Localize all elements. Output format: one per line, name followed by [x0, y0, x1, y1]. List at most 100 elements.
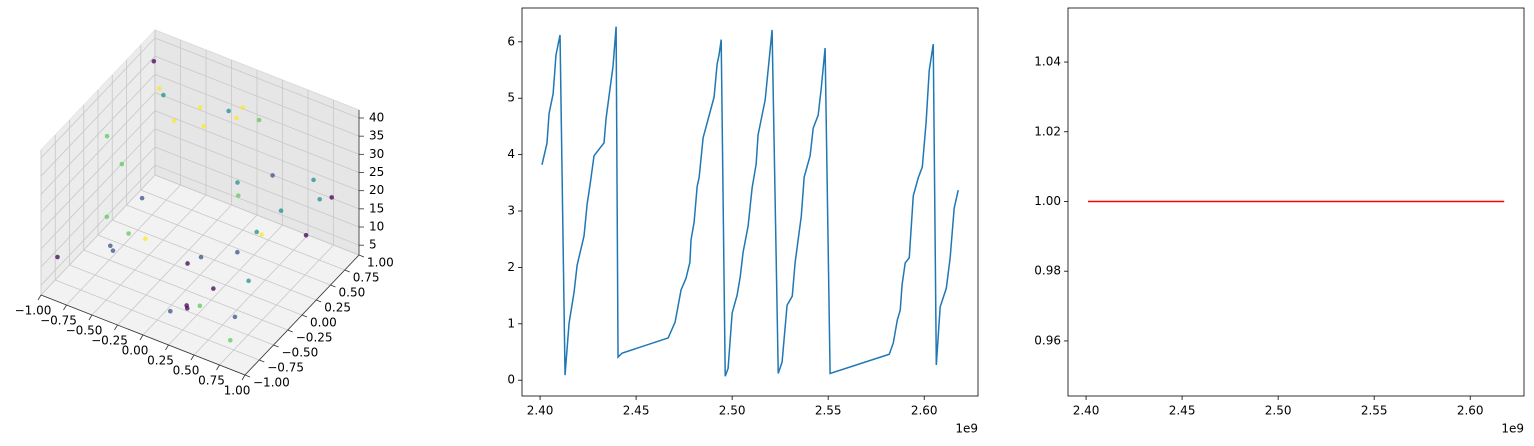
x-tick [114, 324, 118, 331]
y-tick [244, 374, 251, 378]
y-tick-label: 0.98 [1034, 264, 1061, 278]
point [270, 173, 275, 178]
y-tick [301, 314, 308, 318]
grid-line [154, 128, 360, 210]
y-tick [344, 269, 350, 273]
point [198, 254, 204, 260]
z-tick-label: 5 [369, 238, 377, 252]
x-tick-label: 2.50 [719, 404, 746, 418]
point [234, 115, 239, 121]
grid-line [69, 264, 274, 346]
y-tick-label: 1.02 [1034, 124, 1061, 138]
y-tick-label: 0 [507, 373, 515, 387]
x-offset-label: 1e9 [1501, 422, 1524, 436]
grid-line [112, 219, 317, 301]
grid-line [154, 110, 360, 192]
x-offset-label: 1e9 [955, 422, 978, 436]
point [329, 195, 335, 200]
grid-line [83, 249, 288, 331]
z-tick-label: 10 [369, 220, 384, 234]
point [311, 177, 316, 183]
y-tick-label: 3 [507, 204, 515, 218]
x-tick-label: −0.75 [40, 314, 77, 328]
point [143, 236, 148, 241]
point [235, 249, 240, 255]
y-tick [287, 329, 293, 333]
point [201, 124, 206, 129]
point [171, 118, 177, 124]
point [228, 337, 233, 343]
y-tick-label: −1.00 [253, 376, 290, 390]
x-tick-label: −1.00 [15, 304, 52, 318]
x-tick-label: 0.50 [173, 364, 200, 378]
x-tick-label: 0.75 [198, 374, 225, 388]
x-tick-label: −0.25 [91, 334, 128, 348]
x-tick-label: 2.40 [1073, 404, 1100, 418]
y-tick-label: −0.50 [282, 346, 319, 360]
point [184, 306, 190, 311]
grid-line [154, 174, 360, 256]
axes-frame [521, 7, 979, 397]
point [151, 58, 157, 64]
point [226, 108, 231, 114]
x-tick-label: 2.40 [527, 404, 554, 418]
point [278, 208, 284, 214]
point [235, 193, 241, 198]
y-tick-label: 1 [507, 316, 515, 330]
z-tick-label: 20 [369, 183, 384, 197]
point [259, 232, 264, 237]
z-tick-label: 30 [369, 147, 384, 161]
point [104, 133, 110, 139]
x-tick [190, 354, 195, 361]
x-tick-label: 2.60 [1457, 404, 1484, 418]
y-tick-label: 2 [507, 260, 515, 274]
axes-frame [1067, 7, 1525, 397]
x-tick [88, 314, 93, 321]
grid-line [154, 92, 360, 173]
y-tick-label: 4 [507, 147, 515, 161]
x-tick [63, 304, 67, 311]
grid-line [40, 37, 156, 159]
y-tick-label: 5 [507, 91, 515, 105]
point [235, 180, 240, 185]
point [232, 314, 238, 320]
y-tick [273, 344, 279, 348]
x-tick [241, 374, 246, 381]
y-tick-label: 0.00 [310, 316, 337, 330]
grid-line [40, 74, 156, 195]
point [110, 248, 116, 253]
grid-line [154, 55, 360, 137]
point [303, 233, 309, 238]
y-tick [259, 359, 265, 363]
grid-line [40, 110, 156, 231]
z-tick-label: 15 [369, 201, 384, 215]
point [256, 117, 262, 123]
point [246, 278, 251, 284]
point [108, 243, 113, 249]
y-tick-label: 0.50 [339, 286, 366, 300]
y-tick [316, 299, 322, 303]
point [126, 231, 131, 236]
y-tick-label: −0.25 [296, 331, 333, 345]
y-tick-label: −0.75 [267, 361, 304, 375]
y-tick-label: 0.75 [353, 271, 380, 285]
y-tick [330, 284, 336, 288]
grid-line [40, 164, 156, 286]
grid-line [154, 164, 360, 246]
x-tick-label: 2.55 [1361, 404, 1388, 418]
point [254, 229, 259, 235]
z-tick-label: 40 [369, 110, 384, 124]
point [198, 105, 203, 110]
grid-line [40, 128, 156, 250]
point [119, 161, 125, 167]
line [541, 26, 959, 377]
x-tick-label: 0.00 [122, 344, 149, 358]
point [317, 196, 323, 202]
z-tick-label: 25 [369, 165, 384, 179]
point [139, 195, 145, 201]
grid-line [126, 204, 331, 286]
x-tick-label: 2.45 [1169, 404, 1196, 418]
x-tick-label: 2.55 [815, 404, 842, 418]
